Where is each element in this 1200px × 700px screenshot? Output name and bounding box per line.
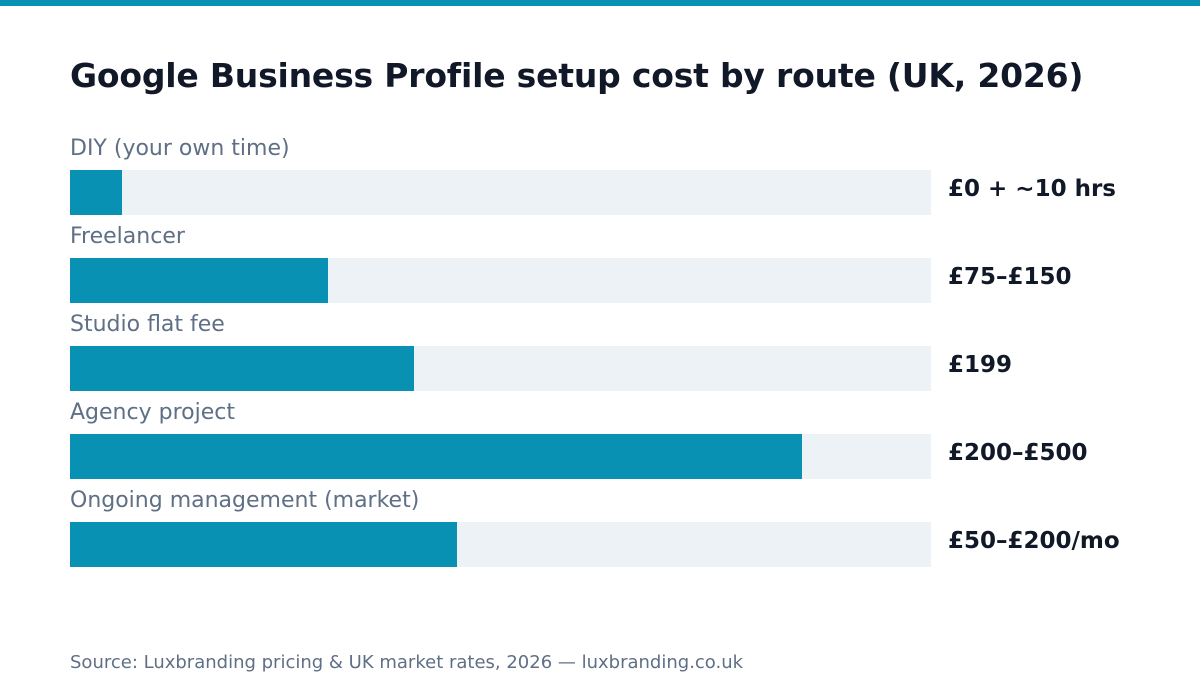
bar-track (70, 258, 931, 303)
bar-track (70, 434, 931, 479)
chart-title: Google Business Profile setup cost by ro… (70, 56, 1084, 95)
bar-category-label: Freelancer (70, 224, 185, 249)
bar (70, 434, 802, 479)
bar-value-label: £0 + ~10 hrs (948, 176, 1116, 202)
bar-track (70, 346, 931, 391)
bar (70, 522, 457, 567)
source-note: Source: Luxbranding pricing & UK market … (70, 652, 744, 673)
bar-value-label: £75–£150 (948, 264, 1072, 290)
bar-category-label: DIY (your own time) (70, 136, 290, 161)
bar-value-label: £200–£500 (948, 440, 1088, 466)
bar-track (70, 522, 931, 567)
bar (70, 170, 122, 215)
bar-value-label: £50–£200/mo (948, 528, 1120, 554)
bar-category-label: Agency project (70, 400, 235, 425)
top-accent-bar (0, 0, 1200, 6)
bar-value-label: £199 (948, 352, 1013, 378)
bar-category-label: Ongoing management (market) (70, 488, 420, 513)
bar (70, 258, 328, 303)
bar-track (70, 170, 931, 215)
bar-category-label: Studio flat fee (70, 312, 225, 337)
bar (70, 346, 414, 391)
